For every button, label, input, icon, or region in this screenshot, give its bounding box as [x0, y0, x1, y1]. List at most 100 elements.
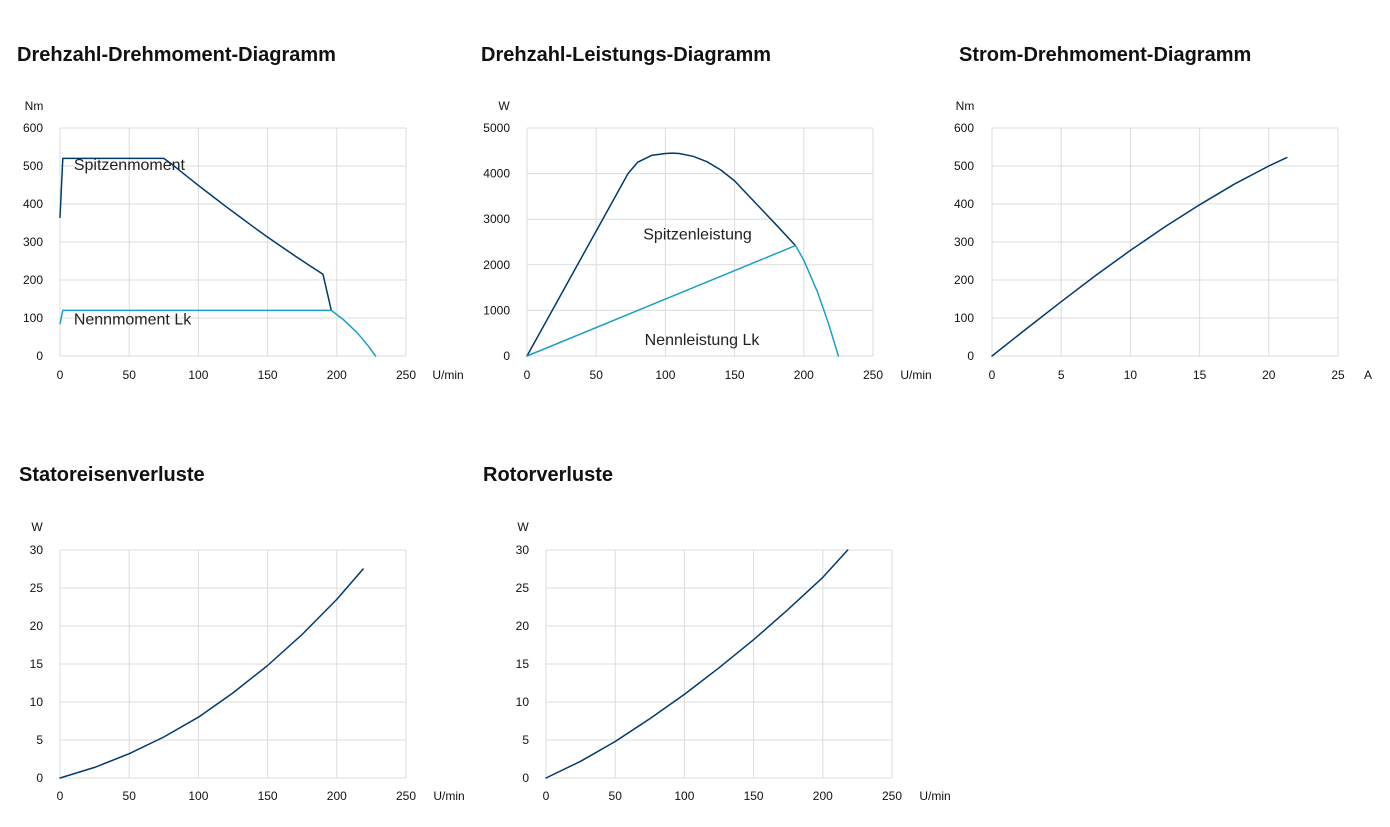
- series-line-2: [526, 244, 840, 357]
- x-tick-label: 250: [882, 789, 902, 803]
- chart-speed-torque: Drehzahl-Drehmoment-Diagramm 0 50 100 150 20…: [0, 0, 470, 400]
- y-tick-label: 2000: [483, 258, 510, 272]
- chart-plot: 0 5 10 15 20 25 0 100 200 300 400 500 600 Nm A: [954, 99, 1372, 382]
- x-tick-label: 150: [258, 789, 278, 803]
- x-tick-label: 0: [989, 368, 996, 382]
- x-tick-label: 50: [609, 789, 623, 803]
- x-tick-label: 200: [794, 368, 814, 382]
- chart-current-torque: Strom-Drehmoment-Diagramm 0 5 10 15 20 25 0 100…: [0, 0, 1390, 400]
- x-tick-label: 0: [524, 368, 531, 382]
- x-axis-unit: U/min: [919, 789, 950, 803]
- y-tick-label: 100: [23, 311, 43, 325]
- y-tick-label: 400: [954, 197, 974, 211]
- x-tick-label: 20: [1262, 368, 1276, 382]
- y-tick-label: 10: [516, 695, 530, 709]
- y-tick-label: 4000: [483, 167, 510, 181]
- y-axis-unit: Nm: [956, 99, 975, 113]
- x-tick-label: 250: [863, 368, 883, 382]
- x-tick-label: 100: [188, 789, 208, 803]
- x-tick-label: 10: [1124, 368, 1138, 382]
- y-tick-label: 0: [522, 771, 529, 785]
- y-tick-label: 0: [503, 349, 510, 363]
- x-tick-label: 5: [1058, 368, 1065, 382]
- y-tick-label: 5: [522, 733, 529, 747]
- chart-plot: 0 50 100 150 200 250 0 5 10 15 20 25 30 W U/min: [30, 520, 465, 803]
- annotation-label: Spitzenmoment: [74, 157, 186, 174]
- series-line-1: [59, 157, 333, 312]
- y-tick-label: 600: [954, 121, 974, 135]
- chart-title: Statoreisenverluste: [19, 464, 205, 486]
- y-tick-label: 300: [954, 235, 974, 249]
- chart-stator-iron-losses: Statoreisenverluste 0 50 100 150 200 250 0 5 10 1…: [0, 0, 470, 827]
- y-tick-label: 15: [516, 657, 530, 671]
- y-tick-label: 25: [516, 581, 530, 595]
- y-tick-label: 400: [23, 197, 43, 211]
- y-tick-label: 500: [23, 159, 43, 173]
- x-tick-label: 25: [1331, 368, 1345, 382]
- y-tick-label: 5: [36, 733, 43, 747]
- series-line-1: [526, 152, 797, 357]
- series-line-1: [59, 568, 364, 779]
- y-tick-label: 1000: [483, 303, 510, 317]
- y-axis-unit: W: [498, 99, 510, 113]
- series-line-1: [991, 156, 1288, 357]
- x-tick-label: 100: [674, 789, 694, 803]
- y-tick-label: 10: [30, 695, 44, 709]
- annotation-label: Nennmoment Lk: [74, 311, 192, 328]
- y-axis-unit: Nm: [25, 99, 44, 113]
- y-tick-label: 0: [967, 349, 974, 363]
- y-tick-label: 30: [30, 543, 44, 557]
- y-tick-label: 300: [23, 235, 43, 249]
- y-tick-label: 200: [23, 273, 43, 287]
- chart-speed-power: Drehzahl-Leistungs-Diagramm 0 50 100 150 200…: [0, 0, 940, 400]
- y-tick-label: 25: [30, 581, 44, 595]
- y-tick-label: 200: [954, 273, 974, 287]
- y-tick-label: 5000: [483, 121, 510, 135]
- x-tick-label: 50: [123, 368, 137, 382]
- chart-title: Drehzahl-Drehmoment-Diagramm: [17, 44, 336, 66]
- chart-plot: 0 50 100 150 200 250 0 5 10 15 20 25 30 W U/min: [516, 520, 951, 803]
- chart-rotor-losses: Rotorverluste 0 50 100 150 200 250 0 5 10 15 20 25 3…: [483, 464, 951, 803]
- x-axis-unit: A: [1364, 368, 1372, 382]
- y-tick-label: 15: [30, 657, 44, 671]
- chart-plot: 0 50 100 150 200 250 0 1000 2000 3000 4000 5000 W U/m…: [483, 99, 931, 382]
- x-tick-label: 250: [396, 789, 416, 803]
- series-line-2: [59, 309, 377, 357]
- y-axis-unit: W: [517, 520, 529, 534]
- x-tick-label: 0: [57, 789, 64, 803]
- x-tick-label: 15: [1193, 368, 1207, 382]
- y-tick-label: 20: [30, 619, 44, 633]
- chart-title: Strom-Drehmoment-Diagramm: [959, 44, 1252, 66]
- x-tick-label: 150: [744, 789, 764, 803]
- y-tick-label: 100: [954, 311, 974, 325]
- annotation-label: Spitzenleistung: [643, 227, 752, 244]
- x-tick-label: 150: [258, 368, 278, 382]
- x-tick-label: 200: [327, 789, 347, 803]
- x-tick-label: 0: [543, 789, 550, 803]
- y-tick-label: 0: [36, 349, 43, 363]
- y-tick-label: 0: [36, 771, 43, 785]
- x-tick-label: 200: [813, 789, 833, 803]
- chart-title: Drehzahl-Leistungs-Diagramm: [481, 44, 772, 66]
- y-tick-label: 30: [516, 543, 530, 557]
- chart-plot: 0 50 100 150 200 250 0 100 200 300 400 500 600 Nm U/mi…: [23, 99, 464, 382]
- x-tick-label: 250: [396, 368, 416, 382]
- chart-title: Rotorverluste: [483, 464, 614, 486]
- x-axis-unit: U/min: [432, 368, 463, 382]
- annotation-label: Nennleistung Lk: [645, 332, 761, 349]
- y-axis-unit: W: [31, 520, 43, 534]
- x-tick-label: 50: [123, 789, 137, 803]
- x-axis-unit: U/min: [433, 789, 464, 803]
- x-tick-label: 100: [655, 368, 675, 382]
- x-axis-unit: U/min: [900, 368, 931, 382]
- y-tick-label: 3000: [483, 212, 510, 226]
- x-tick-label: 150: [725, 368, 745, 382]
- x-tick-label: 0: [57, 368, 64, 382]
- x-tick-label: 100: [188, 368, 208, 382]
- x-tick-label: 50: [590, 368, 604, 382]
- y-tick-label: 500: [954, 159, 974, 173]
- y-tick-label: 600: [23, 121, 43, 135]
- x-tick-label: 200: [327, 368, 347, 382]
- y-tick-label: 20: [516, 619, 530, 633]
- series-line-1: [545, 549, 849, 779]
